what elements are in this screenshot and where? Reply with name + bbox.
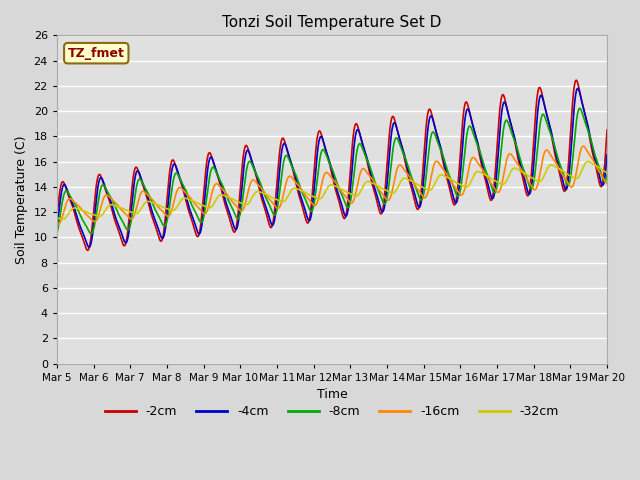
-16cm [269, 201, 277, 206]
Legend: -2cm, -4cm, -8cm, -16cm, -32cm: -2cm, -4cm, -8cm, -16cm, -32cm [100, 400, 564, 423]
Line: -8cm: -8cm [57, 108, 607, 234]
Line: -2cm: -2cm [57, 80, 607, 250]
-2cm [269, 219, 277, 225]
-8cm [603, 172, 611, 178]
-32cm [53, 215, 61, 220]
-32cm [555, 166, 563, 171]
-16cm [555, 165, 563, 170]
-16cm [417, 190, 424, 196]
-32cm [508, 168, 515, 174]
-16cm [53, 221, 61, 227]
-4cm [555, 161, 563, 167]
-8cm [417, 197, 424, 203]
X-axis label: Time: Time [317, 388, 348, 401]
-8cm [88, 231, 95, 237]
-4cm [603, 152, 611, 157]
-32cm [283, 196, 291, 202]
-4cm [175, 172, 182, 178]
-4cm [283, 144, 291, 150]
Line: -32cm: -32cm [57, 162, 607, 219]
-4cm [53, 229, 61, 235]
Line: -16cm: -16cm [57, 146, 607, 224]
-2cm [417, 194, 424, 200]
-8cm [555, 157, 563, 163]
-2cm [84, 247, 92, 253]
-16cm [175, 185, 182, 191]
-4cm [573, 85, 581, 91]
-2cm [555, 166, 563, 171]
-8cm [269, 211, 277, 216]
Text: TZ_fmet: TZ_fmet [68, 47, 125, 60]
-8cm [283, 153, 291, 158]
-32cm [417, 183, 424, 189]
-2cm [175, 173, 182, 179]
-16cm [579, 144, 587, 149]
-16cm [283, 179, 291, 185]
-16cm [603, 181, 611, 187]
-32cm [584, 159, 592, 165]
-8cm [576, 106, 584, 111]
-32cm [269, 195, 277, 201]
-32cm [59, 216, 67, 222]
-4cm [269, 222, 277, 228]
-16cm [508, 152, 515, 157]
-32cm [175, 201, 182, 207]
-2cm [572, 77, 580, 83]
-4cm [417, 202, 424, 208]
-2cm [283, 145, 291, 151]
Title: Tonzi Soil Temperature Set D: Tonzi Soil Temperature Set D [222, 15, 442, 30]
Line: -4cm: -4cm [57, 88, 607, 247]
-4cm [508, 122, 515, 128]
-8cm [175, 173, 182, 179]
-8cm [508, 129, 515, 134]
Y-axis label: Soil Temperature (C): Soil Temperature (C) [15, 135, 28, 264]
-8cm [53, 230, 61, 236]
-2cm [53, 216, 61, 221]
-32cm [603, 170, 611, 176]
-2cm [603, 127, 611, 133]
-4cm [85, 244, 93, 250]
-16cm [54, 221, 62, 227]
-2cm [508, 122, 515, 128]
